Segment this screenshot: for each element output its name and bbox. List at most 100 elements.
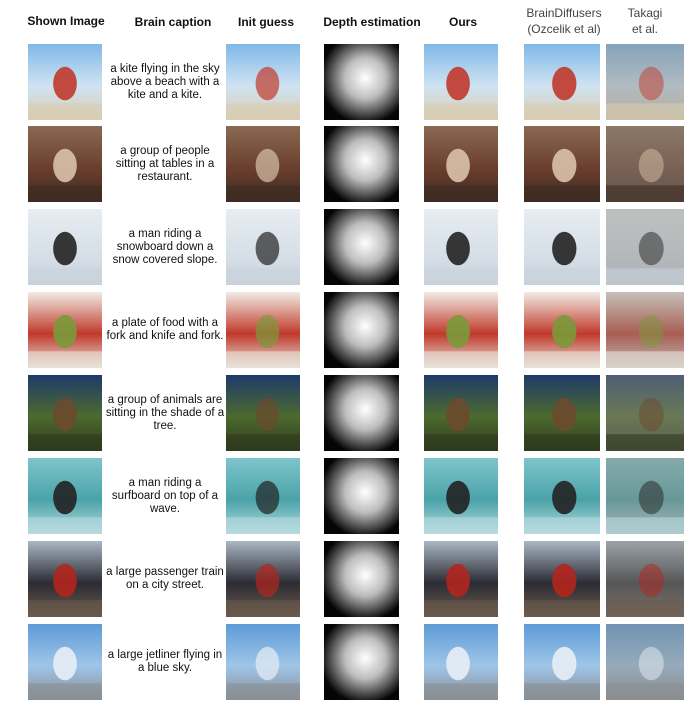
thumb-init xyxy=(226,209,300,285)
thumb-depth xyxy=(324,292,399,368)
thumb-init xyxy=(226,44,300,120)
thumb-image xyxy=(28,624,102,700)
thumb-takagi xyxy=(606,624,684,700)
thumb-image xyxy=(424,624,498,700)
thumb-ours xyxy=(424,541,498,617)
thumb-depth xyxy=(324,458,399,534)
thumb-image xyxy=(324,458,399,534)
thumb-bdiff xyxy=(524,375,600,451)
thumb-image xyxy=(324,209,399,285)
thumb-bdiff xyxy=(524,541,600,617)
thumb-image xyxy=(524,458,600,534)
thumb-init xyxy=(226,292,300,368)
thumb-image xyxy=(424,292,498,368)
thumb-image xyxy=(28,292,102,368)
thumb-shown xyxy=(28,541,102,617)
thumb-takagi xyxy=(606,44,684,120)
brain-caption: a kite flying in the sky above a beach w… xyxy=(104,44,226,120)
thumb-image xyxy=(524,375,600,451)
thumb-image xyxy=(324,375,399,451)
thumb-image xyxy=(524,624,600,700)
thumb-image xyxy=(606,375,684,451)
thumb-image xyxy=(226,126,300,202)
thumb-shown xyxy=(28,624,102,700)
thumb-image xyxy=(226,624,300,700)
thumb-ours xyxy=(424,458,498,534)
thumb-ours xyxy=(424,375,498,451)
header-ours: Ours xyxy=(432,15,494,30)
thumb-image xyxy=(606,44,684,120)
brain-caption: a group of animals are sitting in the sh… xyxy=(104,375,226,451)
thumb-takagi xyxy=(606,126,684,202)
thumb-shown xyxy=(28,375,102,451)
thumb-depth xyxy=(324,541,399,617)
header-takagi-line1: Takagi xyxy=(615,6,675,21)
thumb-image xyxy=(524,44,600,120)
header-depth-estimation: Depth estimation xyxy=(310,15,434,30)
thumb-shown xyxy=(28,209,102,285)
thumb-bdiff xyxy=(524,209,600,285)
thumb-image xyxy=(226,209,300,285)
thumb-depth xyxy=(324,624,399,700)
thumb-image xyxy=(606,209,684,285)
thumb-shown xyxy=(28,44,102,120)
thumb-image xyxy=(606,292,684,368)
thumb-image xyxy=(524,292,600,368)
thumb-image xyxy=(424,541,498,617)
thumb-shown xyxy=(28,458,102,534)
brain-caption: a plate of food with a fork and knife an… xyxy=(104,292,226,368)
thumb-depth xyxy=(324,375,399,451)
thumb-image xyxy=(28,209,102,285)
thumb-takagi xyxy=(606,209,684,285)
thumb-image xyxy=(606,624,684,700)
thumb-image xyxy=(424,458,498,534)
thumb-image xyxy=(324,292,399,368)
thumb-image xyxy=(226,292,300,368)
thumb-init xyxy=(226,126,300,202)
header-takagi-line2: et al. xyxy=(615,22,675,37)
thumb-image xyxy=(324,126,399,202)
thumb-bdiff xyxy=(524,458,600,534)
thumb-image xyxy=(424,375,498,451)
thumb-init xyxy=(226,375,300,451)
thumb-init xyxy=(226,541,300,617)
thumb-init xyxy=(226,458,300,534)
thumb-image xyxy=(324,44,399,120)
thumb-image xyxy=(28,375,102,451)
thumb-image xyxy=(324,624,399,700)
thumb-image xyxy=(524,126,600,202)
thumb-takagi xyxy=(606,458,684,534)
header-braindiffusers-line2: (Ozcelik et al) xyxy=(510,22,618,37)
thumb-bdiff xyxy=(524,44,600,120)
header-shown-image: Shown Image xyxy=(18,14,114,29)
thumb-ours xyxy=(424,624,498,700)
thumb-image xyxy=(424,44,498,120)
thumb-takagi xyxy=(606,541,684,617)
thumb-ours xyxy=(424,209,498,285)
thumb-image xyxy=(424,209,498,285)
thumb-ours xyxy=(424,44,498,120)
thumb-image xyxy=(28,44,102,120)
header-brain-caption: Brain caption xyxy=(118,15,228,30)
thumb-image xyxy=(226,375,300,451)
thumb-image xyxy=(324,541,399,617)
thumb-shown xyxy=(28,126,102,202)
thumb-image xyxy=(226,541,300,617)
thumb-image xyxy=(226,458,300,534)
thumb-depth xyxy=(324,44,399,120)
header-braindiffusers-line1: BrainDiffusers xyxy=(510,6,618,21)
thumb-bdiff xyxy=(524,624,600,700)
thumb-image xyxy=(28,541,102,617)
thumb-image xyxy=(606,126,684,202)
thumb-shown xyxy=(28,292,102,368)
thumb-takagi xyxy=(606,292,684,368)
brain-caption: a man riding a surfboard on top of a wav… xyxy=(104,458,226,534)
thumb-image xyxy=(226,44,300,120)
thumb-image xyxy=(28,458,102,534)
brain-caption: a group of people sitting at tables in a… xyxy=(104,126,226,202)
brain-caption: a man riding a snowboard down a snow cov… xyxy=(104,209,226,285)
thumb-ours xyxy=(424,126,498,202)
brain-caption: a large passenger train on a city street… xyxy=(104,541,226,617)
thumb-init xyxy=(226,624,300,700)
thumb-image xyxy=(606,458,684,534)
